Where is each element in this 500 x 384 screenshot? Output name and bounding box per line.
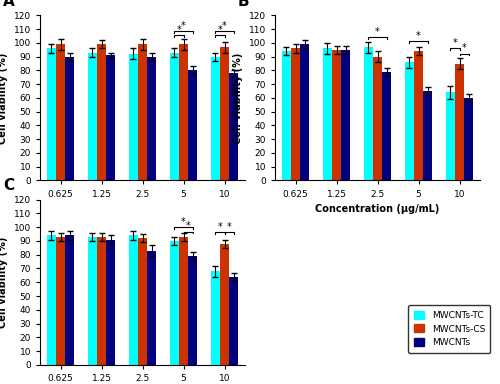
Bar bbox=[220, 244, 229, 365]
Bar bbox=[170, 241, 179, 365]
Bar bbox=[373, 56, 382, 180]
Bar bbox=[211, 56, 220, 180]
Bar bbox=[106, 240, 115, 365]
Bar bbox=[147, 251, 156, 365]
Bar bbox=[129, 54, 138, 180]
Bar bbox=[300, 44, 309, 180]
Y-axis label: Cell viability (%): Cell viability (%) bbox=[0, 237, 8, 328]
Bar bbox=[382, 72, 391, 180]
Bar bbox=[47, 235, 56, 365]
Text: *: * bbox=[218, 25, 222, 35]
Legend: MWCNTs-TC, MWCNTs-CS, MWCNTs: MWCNTs-TC, MWCNTs-CS, MWCNTs bbox=[408, 305, 490, 353]
Text: C: C bbox=[3, 178, 14, 193]
Text: *: * bbox=[416, 31, 421, 41]
Bar bbox=[446, 93, 455, 180]
Text: *: * bbox=[222, 21, 227, 31]
Bar bbox=[97, 44, 106, 180]
Bar bbox=[291, 48, 300, 180]
Bar bbox=[220, 47, 229, 180]
Bar bbox=[88, 237, 97, 365]
Bar bbox=[282, 51, 291, 180]
Text: B: B bbox=[238, 0, 250, 9]
Bar bbox=[47, 48, 56, 180]
Bar bbox=[106, 55, 115, 180]
Y-axis label: Cell viability (%): Cell viability (%) bbox=[233, 52, 243, 144]
Bar bbox=[129, 235, 138, 365]
Text: *: * bbox=[462, 43, 466, 53]
Bar bbox=[211, 271, 220, 365]
Text: *: * bbox=[452, 38, 458, 48]
Bar bbox=[147, 56, 156, 180]
Bar bbox=[88, 53, 97, 180]
Bar bbox=[229, 277, 238, 365]
Bar bbox=[323, 48, 332, 180]
Bar bbox=[229, 73, 238, 180]
Text: A: A bbox=[3, 0, 15, 9]
Text: *: * bbox=[176, 25, 182, 35]
Text: *: * bbox=[181, 217, 186, 227]
Bar bbox=[65, 56, 74, 180]
X-axis label: Concentration (μg/mL): Concentration (μg/mL) bbox=[316, 204, 440, 214]
Text: *: * bbox=[181, 21, 186, 31]
Bar bbox=[414, 51, 423, 180]
Text: *: * bbox=[226, 222, 232, 232]
Bar bbox=[65, 235, 74, 365]
Bar bbox=[170, 53, 179, 180]
Bar bbox=[188, 256, 197, 365]
Bar bbox=[56, 44, 65, 180]
Bar bbox=[56, 237, 65, 365]
Bar bbox=[188, 70, 197, 180]
Y-axis label: Cell viability (%): Cell viability (%) bbox=[0, 52, 8, 144]
Bar bbox=[138, 238, 147, 365]
Bar bbox=[341, 50, 350, 180]
Bar bbox=[423, 91, 432, 180]
Bar bbox=[332, 50, 341, 180]
Bar bbox=[455, 63, 464, 180]
Bar bbox=[179, 44, 188, 180]
Bar bbox=[138, 44, 147, 180]
Bar bbox=[179, 237, 188, 365]
Text: *: * bbox=[186, 222, 190, 232]
X-axis label: Concentration (μg/mL): Concentration (μg/mL) bbox=[80, 204, 204, 214]
Bar bbox=[364, 47, 373, 180]
Bar bbox=[97, 237, 106, 365]
Bar bbox=[464, 98, 473, 180]
Text: *: * bbox=[218, 222, 222, 232]
Text: *: * bbox=[375, 27, 380, 37]
Bar bbox=[405, 62, 414, 180]
